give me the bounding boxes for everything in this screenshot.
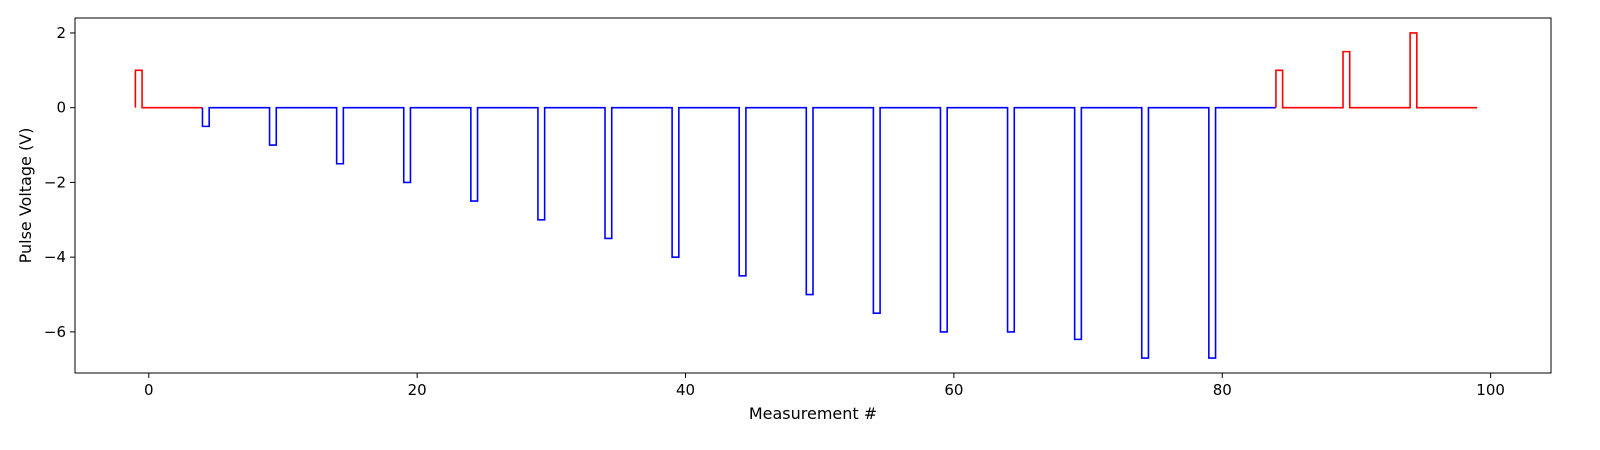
plot-frame <box>74 17 1552 374</box>
x-tick-label: 100 <box>1476 381 1505 399</box>
series-line-3 <box>1275 32 1478 109</box>
x-tick-label: 0 <box>144 381 154 399</box>
x-axis-ticks: 0 20 40 60 80 100 <box>144 373 1505 399</box>
y-tick-label: −2 <box>44 173 66 191</box>
y-tick-label: −6 <box>44 323 66 341</box>
y-axis-ticks: −6 −4 −2 0 2 <box>44 24 75 341</box>
y-tick-label: 2 <box>56 24 66 42</box>
x-tick-label: 40 <box>676 381 695 399</box>
x-tick-label: 60 <box>944 381 963 399</box>
y-axis-label: Pulse Voltage (V) <box>16 128 35 264</box>
x-tick-label: 20 <box>408 381 427 399</box>
x-axis-label: Measurement # <box>749 404 877 423</box>
x-tick-label: 80 <box>1213 381 1232 399</box>
plot-lines <box>134 32 1478 359</box>
y-tick-label: −4 <box>44 248 66 266</box>
series-line-2 <box>201 106 1276 359</box>
series-line-1 <box>134 69 203 109</box>
y-tick-label: 0 <box>56 99 66 117</box>
